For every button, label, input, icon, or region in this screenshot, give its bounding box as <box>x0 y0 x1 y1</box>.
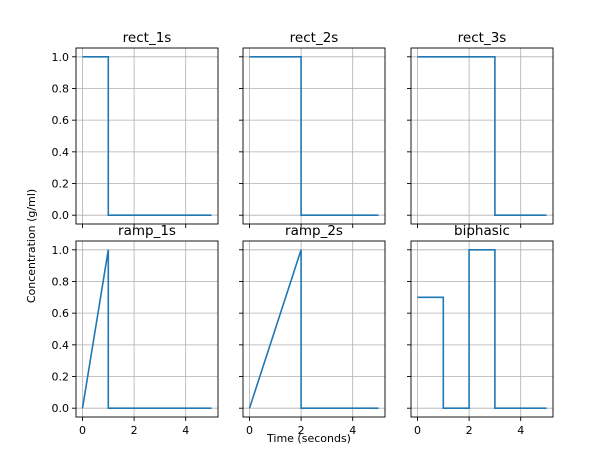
subplot-ramp_1s: 0 2 4 0.0 0.2 0.4 0.6 0.8 1.0 ramp_1s <box>52 223 219 437</box>
y-tick-label: 0.2 <box>52 178 70 191</box>
series-line <box>249 55 379 216</box>
x-tick-label: 0 <box>414 424 421 437</box>
x-tick-label: 4 <box>517 424 524 437</box>
x-tick-label: 2 <box>131 424 138 437</box>
y-tick-label: 0.0 <box>52 209 70 222</box>
axes-frame <box>410 47 554 225</box>
y-tick-label: 1.0 <box>52 244 70 257</box>
subplot-title: rect_1s <box>123 30 172 46</box>
subplot-title: ramp_2s <box>285 223 343 239</box>
series-line <box>82 55 212 216</box>
series-line <box>417 249 547 410</box>
y-tick-label: 0.4 <box>52 146 70 159</box>
subplot-grid: 0.0 0.2 0.4 0.6 0.8 1.0 rect_1s rect_2s rect_3s 0… <box>52 30 554 437</box>
x-tick-label: 4 <box>349 424 356 437</box>
y-tick-label: 1.0 <box>52 51 70 64</box>
y-tick-label: 0.0 <box>52 402 70 415</box>
subplot-title: ramp_1s <box>118 223 176 239</box>
series-line <box>417 55 547 216</box>
axes-frame <box>242 47 386 225</box>
y-tick-label: 0.8 <box>52 82 70 95</box>
y-tick-label: 0.6 <box>52 307 70 320</box>
axes-frame <box>242 240 386 418</box>
y-tick-label: 0.2 <box>52 371 70 384</box>
y-tick-label: 0.6 <box>52 114 70 127</box>
y-axis-label: Concentration (g/ml) <box>25 189 38 303</box>
axes-frame <box>75 47 219 225</box>
subplot-rect_3s: rect_3s <box>407 30 554 228</box>
subplot-title: rect_2s <box>290 30 339 46</box>
axes-frame <box>75 240 219 418</box>
subplot-title: rect_3s <box>458 30 507 46</box>
axes-frame <box>410 240 554 418</box>
y-tick-label: 0.8 <box>52 275 70 288</box>
x-tick-label: 2 <box>298 424 305 437</box>
subplot-ramp_2s: 0 2 4 ramp_2s <box>239 223 386 437</box>
x-axis-label: Time (seconds) <box>266 432 351 445</box>
x-tick-label: 2 <box>466 424 473 437</box>
subplot-rect_2s: rect_2s <box>239 30 386 228</box>
subplot-biphasic: 0 2 4 biphasic <box>407 223 554 437</box>
subplot-title: biphasic <box>454 223 510 239</box>
x-tick-label: 4 <box>182 424 189 437</box>
series-line <box>81 249 212 410</box>
x-tick-label: 0 <box>246 424 253 437</box>
subplot-rect_1s: 0.0 0.2 0.4 0.6 0.8 1.0 rect_1s <box>52 30 219 228</box>
y-tick-label: 0.4 <box>52 339 70 352</box>
x-tick-label: 0 <box>79 424 86 437</box>
series-line <box>248 249 379 410</box>
